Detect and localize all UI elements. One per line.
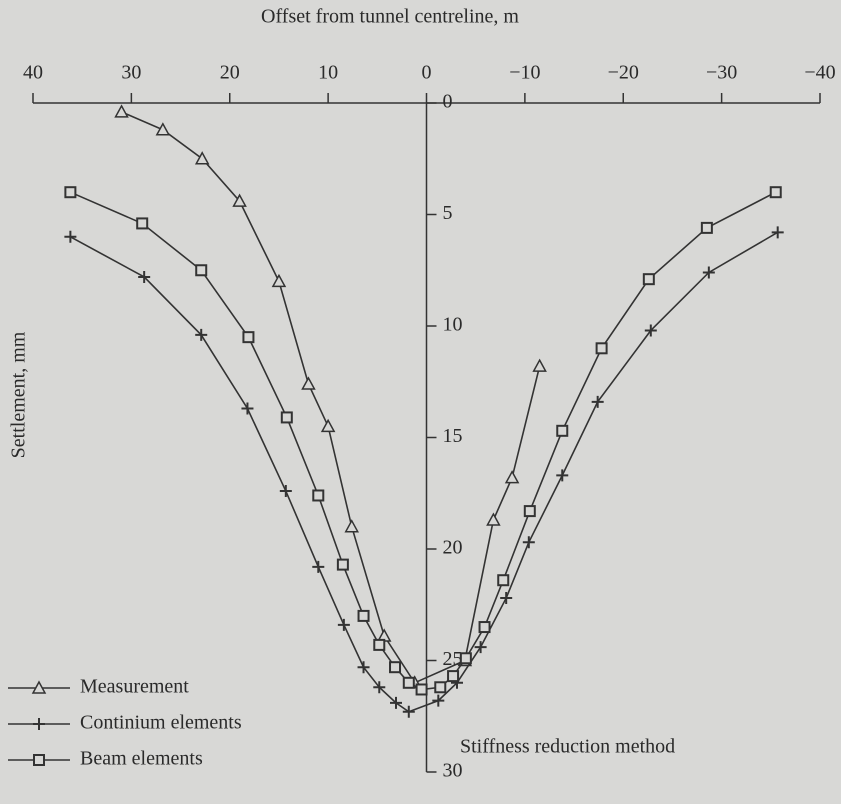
marker-square [556, 424, 569, 437]
marker-square [523, 505, 536, 518]
marker-square [136, 217, 149, 230]
marker-plus [702, 266, 715, 279]
marker-square [402, 676, 415, 689]
marker-square [595, 342, 608, 355]
x-tick-label: −40 [804, 62, 835, 84]
marker-triangle [486, 512, 501, 526]
marker-triangle [344, 519, 359, 533]
marker-square [242, 331, 255, 344]
marker-plus [337, 618, 350, 631]
y-tick-label: 30 [443, 760, 463, 782]
y-tick-label: 0 [443, 91, 453, 113]
marker-plus [241, 402, 254, 415]
marker-square [642, 273, 655, 286]
marker-plus [556, 469, 569, 482]
annotation: Stiffness reduction method [460, 736, 675, 758]
marker-square [373, 638, 386, 651]
marker-plus [644, 324, 657, 337]
series-line [70, 191, 777, 691]
y-tick-label: 15 [443, 425, 463, 447]
series-line [70, 231, 779, 713]
marker-plus [279, 485, 292, 498]
legend-label: Measurement [80, 676, 189, 698]
marker-plus [474, 641, 487, 654]
marker-square [64, 186, 77, 199]
x-tick-label: 40 [23, 62, 43, 84]
marker-plus [402, 705, 415, 718]
x-tick-label: −10 [509, 62, 540, 84]
series-line [121, 111, 541, 684]
y-tick-label: 5 [443, 202, 453, 224]
x-tick-label: 30 [121, 62, 141, 84]
marker-triangle [194, 151, 210, 165]
marker-triangle [232, 193, 247, 207]
marker-plus [522, 536, 535, 549]
marker-square [357, 609, 370, 622]
marker-square [280, 411, 293, 424]
x-tick-label: 10 [318, 62, 338, 84]
marker-triangle [320, 418, 336, 433]
x-tick-label: −30 [706, 62, 737, 84]
y-tick-label: 10 [443, 314, 463, 336]
marker-triangle [504, 470, 520, 484]
marker-plus [771, 226, 784, 239]
y-tick-label: 20 [443, 537, 463, 559]
y-axis-title: Settlement, mm [8, 331, 30, 458]
marker-square [478, 621, 491, 634]
marker-square [434, 681, 447, 694]
legend-label: Beam elements [80, 748, 203, 770]
marker-triangle [301, 376, 316, 390]
marker-plus [195, 328, 208, 341]
marker-plus [432, 694, 445, 707]
marker-square [312, 489, 325, 502]
marker-plus [390, 696, 403, 709]
legend-label: Continium elements [80, 712, 242, 734]
marker-square [769, 186, 782, 199]
marker-triangle [271, 273, 287, 288]
marker-square [415, 683, 428, 696]
x-tick-label: 0 [422, 62, 432, 84]
marker-square [195, 264, 208, 277]
marker-plus [500, 592, 513, 605]
marker-plus [591, 395, 604, 408]
marker-triangle [532, 358, 547, 372]
marker-plus [138, 270, 151, 283]
legend-marker [31, 680, 47, 694]
marker-square [497, 574, 510, 587]
marker-square [336, 558, 349, 571]
legend-marker [33, 718, 45, 730]
marker-plus [373, 681, 386, 694]
x-axis-title: Offset from tunnel centreline, m [261, 6, 519, 28]
marker-plus [357, 661, 370, 674]
marker-plus [64, 230, 77, 243]
x-tick-label: −20 [608, 62, 639, 84]
marker-square [389, 661, 402, 674]
marker-plus [312, 560, 325, 573]
x-tick-label: 20 [220, 62, 240, 84]
marker-square [447, 670, 460, 683]
marker-triangle [114, 104, 129, 118]
marker-square [459, 652, 472, 665]
marker-square [700, 221, 713, 234]
legend-marker [33, 754, 45, 766]
marker-triangle [155, 122, 171, 136]
